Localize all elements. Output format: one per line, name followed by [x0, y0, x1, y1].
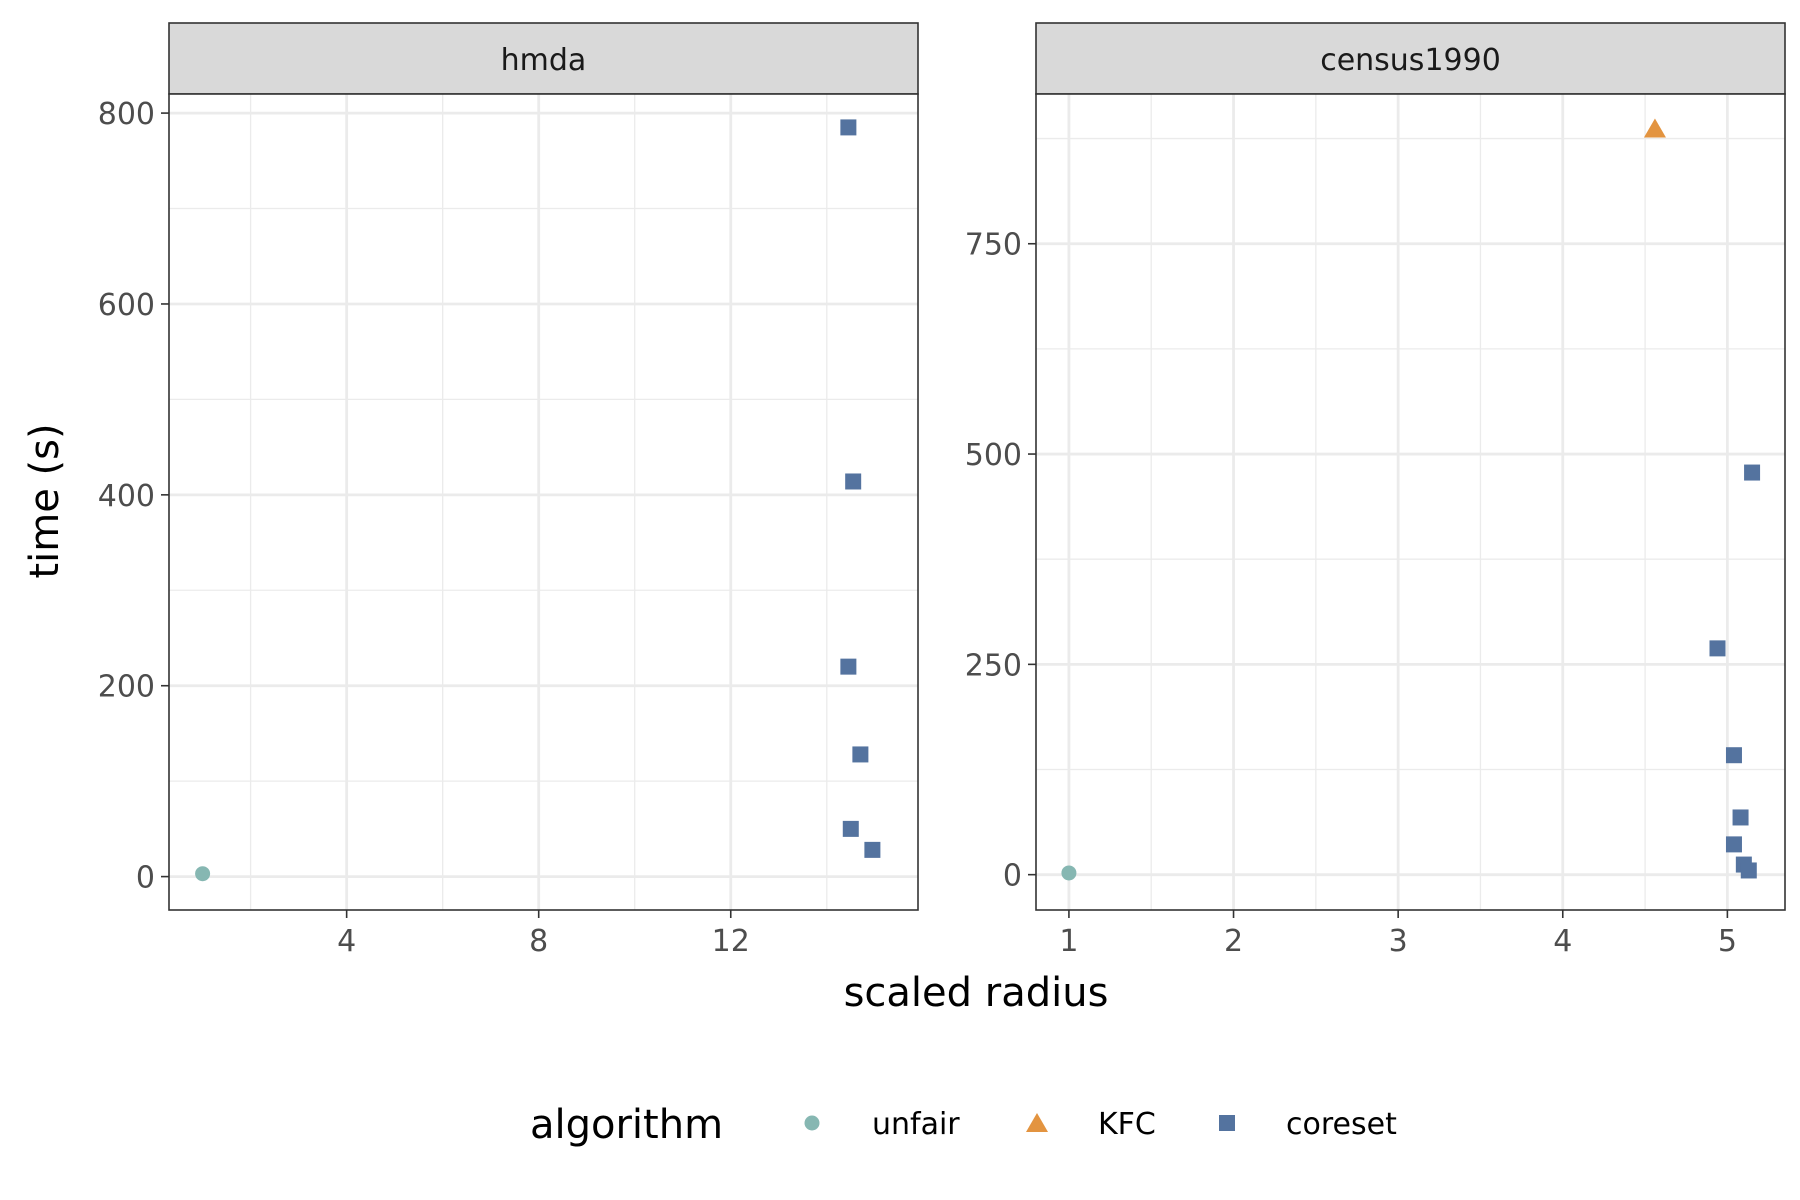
point-unfair — [1061, 865, 1077, 881]
panel-border — [1035, 93, 1786, 911]
facet-strip — [1035, 22, 1786, 95]
point-coreset — [852, 746, 869, 763]
plot-area — [1036, 94, 1785, 910]
x-tick-label: 12 — [712, 924, 750, 959]
facet-strip-label: census1990 — [1320, 43, 1501, 78]
panel-census1990: census1990 1 2 3 4 5 0 250 500 750 — [965, 22, 1786, 959]
panel-hmda: hmda 4 8 12 0 200 400 600 800 — [98, 22, 919, 959]
legend: algorithm unfair KFC coreset — [530, 1102, 1397, 1148]
panel-border — [168, 93, 919, 911]
x-tick-label: 4 — [337, 924, 356, 959]
legend-label-coreset: coreset — [1286, 1107, 1397, 1142]
point-coreset — [1744, 464, 1761, 481]
y-axis-title: time (s) — [22, 423, 68, 578]
y-tick-label: 0 — [136, 861, 155, 896]
x-tick-label: 2 — [1224, 924, 1243, 959]
legend-label-KFC: KFC — [1098, 1107, 1156, 1142]
point-coreset — [864, 841, 881, 858]
legend-title: algorithm — [530, 1102, 723, 1148]
facet-strip-label: hmda — [501, 43, 587, 78]
point-coreset — [1725, 747, 1742, 764]
point-coreset — [1740, 862, 1757, 879]
x-tick-label: 1 — [1059, 924, 1078, 959]
point-unfair — [195, 866, 211, 882]
x-tick-label: 3 — [1389, 924, 1408, 959]
legend-key-KFC — [1026, 1113, 1048, 1132]
point-coreset — [840, 658, 857, 675]
y-tick-label: 750 — [965, 228, 1022, 263]
point-KFC — [1643, 118, 1666, 138]
y-tick-label: 0 — [1003, 859, 1022, 894]
y-tick-label: 600 — [98, 288, 155, 323]
y-tick-label: 250 — [965, 648, 1022, 683]
legend-key-coreset — [1219, 1115, 1235, 1131]
x-tick-label: 4 — [1553, 924, 1572, 959]
point-coreset — [1725, 836, 1742, 853]
x-tick-label: 5 — [1718, 924, 1737, 959]
point-coreset — [842, 820, 859, 837]
y-tick-label: 500 — [965, 438, 1022, 473]
point-coreset — [1732, 809, 1749, 826]
point-coreset — [840, 119, 857, 136]
y-tick-label: 800 — [98, 97, 155, 132]
legend-label-unfair: unfair — [872, 1107, 960, 1142]
point-coreset — [1709, 640, 1726, 657]
point-coreset — [845, 473, 862, 490]
x-tick-label: 8 — [529, 924, 548, 959]
y-tick-label: 200 — [98, 670, 155, 705]
plot-area — [169, 94, 918, 910]
legend-key-unfair — [804, 1115, 820, 1131]
facet-strip — [168, 22, 919, 95]
y-tick-label: 400 — [98, 479, 155, 514]
x-axis-title: scaled radius — [844, 970, 1109, 1016]
